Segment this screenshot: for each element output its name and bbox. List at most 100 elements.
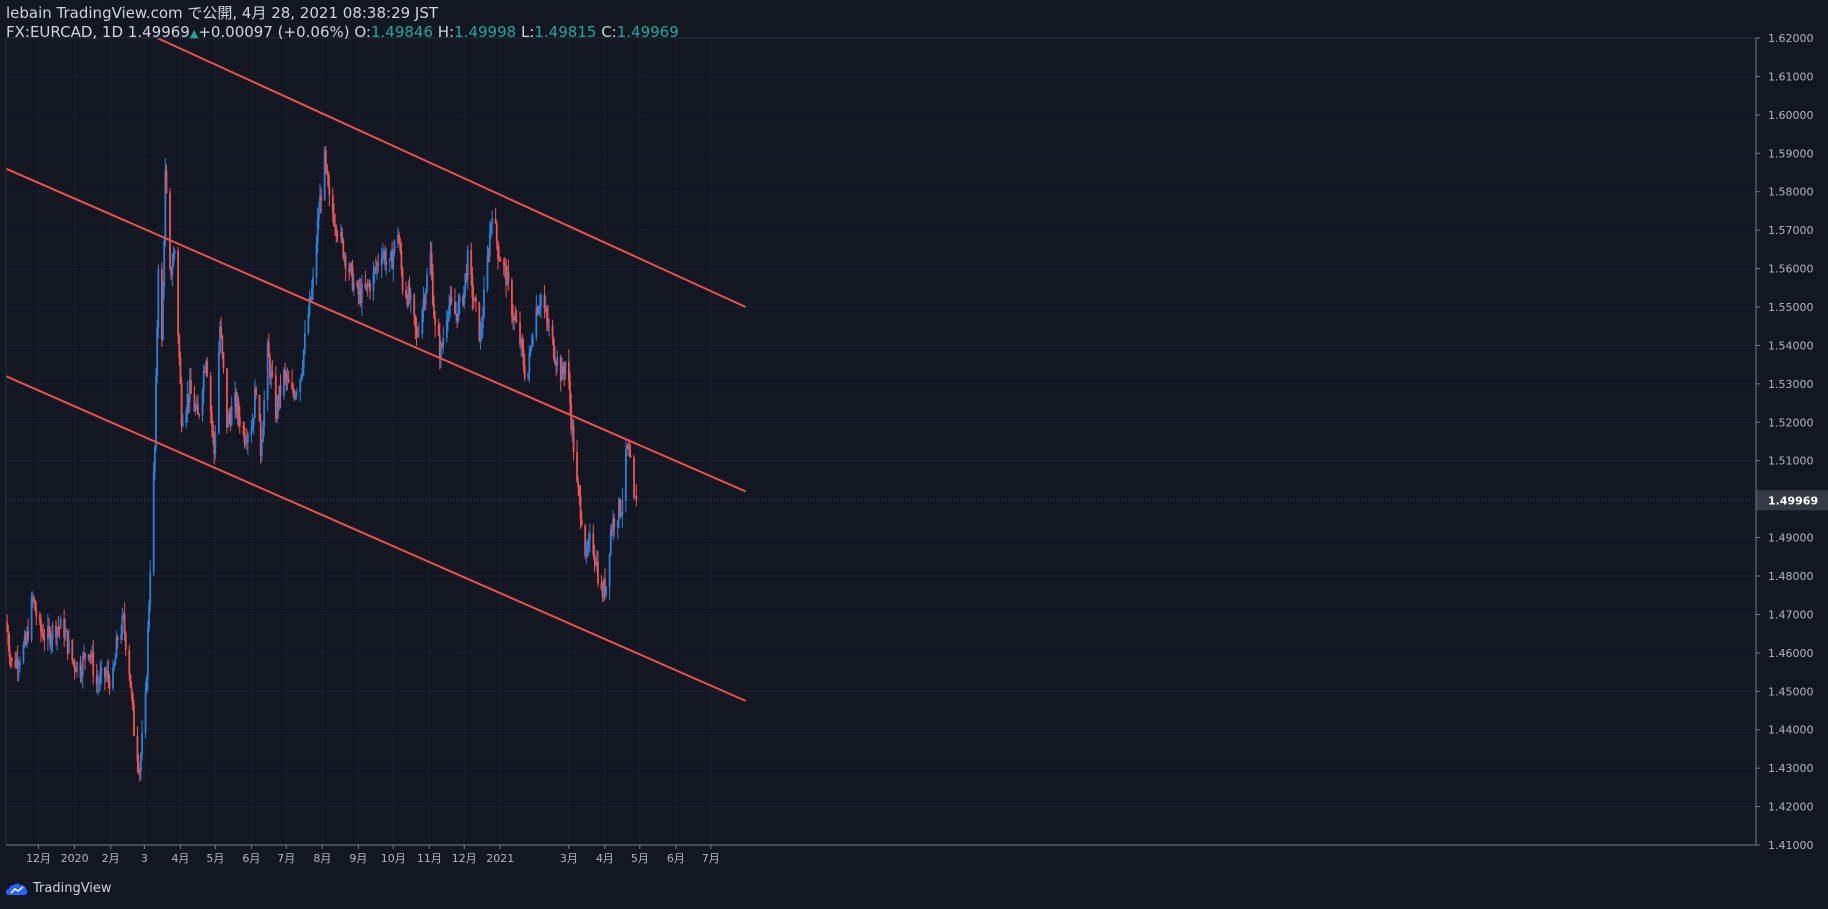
candle-body: [210, 412, 213, 426]
candle-body: [374, 268, 377, 270]
candle-body: [153, 447, 156, 472]
candle-body: [38, 616, 41, 620]
candle-body: [328, 185, 331, 196]
symbol-label: FX:EURCAD, 1D: [6, 23, 124, 41]
candle-body: [209, 376, 212, 413]
candle-body: [457, 302, 460, 321]
candle-body: [178, 336, 181, 358]
y-tick-label: 1.53000: [1768, 378, 1814, 391]
candle-body: [579, 495, 582, 519]
candle-body: [627, 444, 630, 449]
candle-body: [120, 634, 123, 641]
candle-body: [478, 302, 481, 341]
axes: 1.62000 1.61000 1.60000 1.59000 1.58000 1.570…: [5, 32, 1828, 865]
candle-body: [495, 223, 498, 242]
candle-body: [95, 675, 98, 684]
candle-body: [50, 639, 53, 646]
candle-body: [494, 218, 497, 224]
candle-body: [592, 533, 595, 555]
y-tick-label: 1.56000: [1768, 263, 1814, 276]
candle-body: [315, 243, 318, 278]
candle-body: [511, 280, 513, 317]
candle-body: [180, 383, 183, 427]
candle-body: [294, 393, 297, 398]
candle-body: [529, 347, 532, 354]
candle-body: [41, 630, 43, 634]
candle-body: [228, 414, 231, 417]
candle-body: [577, 481, 580, 488]
candle-body: [359, 288, 362, 304]
candle-body: [512, 316, 514, 321]
candle-body: [399, 243, 402, 251]
x-tick-label: 12月: [452, 852, 477, 865]
y-tick-label: 1.42000: [1768, 801, 1814, 814]
candle-body: [309, 297, 312, 300]
candle-body: [602, 579, 605, 598]
candle-body: [504, 264, 506, 266]
candle-body: [471, 274, 474, 298]
x-tick-label: 6月: [242, 852, 260, 865]
candle-body: [392, 252, 395, 269]
candle-body: [124, 633, 127, 651]
candle-body: [462, 296, 464, 305]
candle-body: [181, 422, 184, 427]
candle-body: [72, 660, 75, 662]
candle-body: [513, 316, 516, 321]
candle-body: [456, 313, 459, 321]
candle-body: [414, 315, 417, 328]
candle-body: [247, 434, 249, 442]
candle-body: [331, 195, 334, 214]
candle-body: [202, 371, 205, 392]
candle-body: [466, 249, 469, 280]
candle-body: [593, 554, 596, 561]
candle-body: [506, 271, 509, 286]
candle-body: [537, 309, 540, 315]
change-value: +0.00097 (+0.06%): [198, 23, 350, 41]
candle-body: [612, 519, 614, 532]
candle-body: [214, 433, 217, 454]
candle-body: [131, 693, 134, 706]
close-label: C:: [601, 23, 617, 41]
x-tick-label: 12月: [26, 852, 51, 865]
candle-body: [334, 224, 337, 228]
y-tick-label: 1.61000: [1768, 70, 1814, 83]
candle-body: [130, 687, 133, 694]
candle-body: [51, 625, 54, 640]
candle-body: [43, 639, 46, 641]
candle-body: [284, 370, 287, 375]
candle-body: [424, 290, 427, 304]
candle-body: [121, 615, 124, 635]
trendline-lower-channel: [5, 375, 747, 702]
candle-body: [580, 518, 583, 526]
candle-body: [259, 421, 262, 456]
candle-body: [563, 371, 566, 374]
tradingview-logo[interactable]: TradingView: [6, 881, 112, 896]
candle-body: [7, 630, 10, 645]
candle-body: [42, 633, 45, 640]
candle-body: [172, 253, 175, 267]
candle-body: [538, 305, 541, 310]
candle-body: [31, 596, 34, 598]
candle-body: [253, 388, 256, 418]
candle-body: [357, 285, 360, 295]
candle-body: [536, 307, 539, 315]
candle-body: [447, 314, 449, 320]
candle-body: [39, 619, 42, 631]
candle-body: [201, 391, 204, 415]
candle-body: [367, 283, 370, 286]
last-price-label: 1.49969: [1768, 494, 1818, 507]
publish-info: lebain TradingView.com で公開, 4月 28, 2021 …: [6, 4, 439, 22]
candle-body: [465, 273, 468, 280]
candle-body: [171, 266, 174, 276]
candle-body: [499, 259, 502, 262]
candle-body: [16, 657, 19, 669]
candle-body: [105, 675, 107, 678]
candle-body: [421, 309, 424, 335]
candle-body: [64, 630, 67, 638]
x-tick-label: 5月: [631, 852, 649, 865]
candle-body: [300, 374, 303, 380]
candle-body: [528, 353, 531, 373]
candle-body: [531, 337, 534, 346]
y-tick-label: 1.58000: [1768, 186, 1814, 199]
